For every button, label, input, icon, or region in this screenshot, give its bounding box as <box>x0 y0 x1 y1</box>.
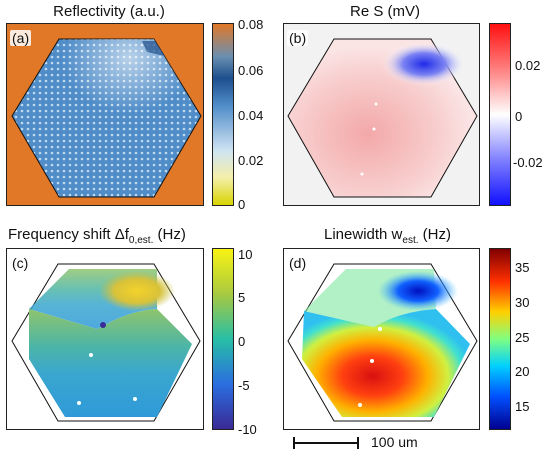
re-s-colorbar <box>489 23 511 206</box>
cbar-c-tick: 10 <box>238 247 253 262</box>
scale-bar-cap-left <box>293 437 295 449</box>
panel-c-label: (c) <box>10 255 31 271</box>
panel-b-title: Re S (mV) <box>349 3 420 20</box>
panel-b-frame <box>283 23 480 206</box>
panel-d-label: (d) <box>287 255 309 271</box>
cbar-b-tick: -0.02 <box>513 155 543 170</box>
cbar-c-tick: -5 <box>238 378 250 393</box>
linewidth-colorbar <box>489 248 511 430</box>
cbar-d-tick: 20 <box>515 364 530 379</box>
panel-c-title: Frequency shift Δf0,est. (Hz) <box>8 226 186 246</box>
panel-a-title: Reflectivity (a.u.) <box>53 3 165 20</box>
cbar-c-tick: 5 <box>238 290 246 305</box>
cbar-a-tick: 0.06 <box>238 63 264 78</box>
panel-a-label: (a) <box>10 30 32 46</box>
scale-bar-line <box>293 442 359 444</box>
reflectivity-colorbar <box>212 23 234 206</box>
cbar-d-tick: 30 <box>515 295 530 310</box>
panel-b-label: (b) <box>287 30 309 46</box>
cbar-a-tick: 0 <box>238 197 246 212</box>
cbar-c-tick: 0 <box>238 334 246 349</box>
scale-bar-cap-right <box>357 437 359 449</box>
cbar-d-tick: 25 <box>515 330 530 345</box>
panel-a-frame <box>6 23 204 206</box>
panel-d-frame <box>283 248 480 430</box>
frequency-shift-map <box>11 263 201 422</box>
cbar-c-tick: -10 <box>238 422 257 437</box>
frequency-shift-colorbar <box>212 248 234 430</box>
panel-d-title: Linewidth west. (Hz) <box>324 226 452 246</box>
cbar-d-tick: 15 <box>515 399 530 414</box>
cbar-a-tick: 0.04 <box>238 108 264 123</box>
cbar-d-tick: 35 <box>515 260 530 275</box>
linewidth-map <box>287 263 478 422</box>
cbar-a-tick: 0.02 <box>238 153 264 168</box>
reflectivity-map <box>11 38 202 198</box>
panel-c-frame <box>6 248 204 430</box>
cbar-b-tick: 0.02 <box>515 58 541 73</box>
scale-bar-label: 100 um <box>371 434 418 450</box>
re-s-map <box>287 38 478 198</box>
cbar-b-tick: 0 <box>515 109 523 124</box>
cbar-a-tick: 0.08 <box>238 17 264 32</box>
